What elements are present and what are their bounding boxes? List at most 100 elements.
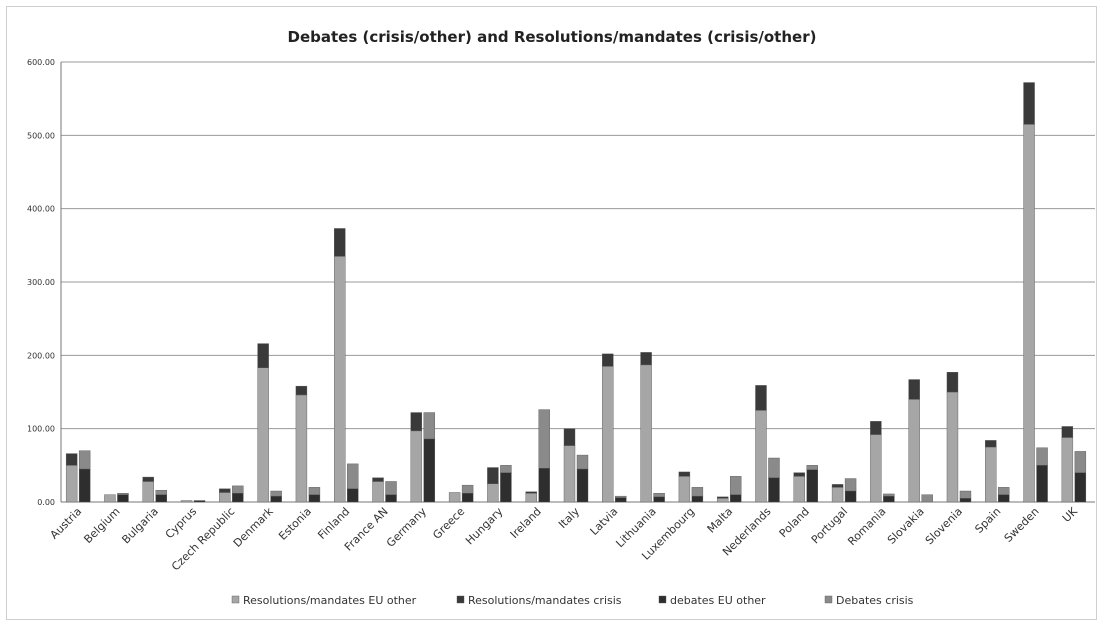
- bar-segment: [232, 485, 244, 494]
- bar-segment: [691, 495, 704, 503]
- bar-segment: [78, 468, 91, 503]
- bar-segment: [372, 481, 384, 503]
- x-tick-label: Greece: [430, 505, 467, 542]
- bar-segment: [334, 228, 346, 257]
- bar-segment: [487, 467, 499, 484]
- bar-segment: [538, 468, 550, 503]
- bar-segment: [831, 484, 844, 488]
- bar-segment: [1023, 124, 1035, 503]
- x-tick-label: Romania: [845, 505, 888, 548]
- bar-segment: [117, 494, 129, 503]
- bar-segment: [155, 490, 167, 495]
- bar-segment: [946, 372, 959, 393]
- bar-segment: [998, 487, 1010, 495]
- x-tick-label: Spain: [972, 505, 1003, 536]
- x-tick-label: Belgium: [81, 505, 122, 546]
- bar-segment: [1074, 472, 1087, 503]
- y-tick-label: 100.00: [27, 425, 55, 434]
- y-tick-label: 0.00: [37, 498, 55, 507]
- y-tick-label: 200.00: [27, 351, 55, 360]
- bar-segment: [385, 494, 397, 503]
- bar-segment: [65, 465, 78, 503]
- bar-segment: [270, 495, 282, 503]
- bar-segment: [385, 481, 397, 495]
- bar-segment: [691, 487, 704, 497]
- bar-segment: [525, 493, 537, 503]
- bar-segment: [640, 364, 652, 503]
- bar-segment: [270, 490, 282, 497]
- bar-segment: [653, 493, 665, 498]
- legend-label: debates EU other: [670, 594, 766, 607]
- chart-frame: Debates (crisis/other) and Resolutions/m…: [6, 6, 1097, 620]
- x-tick-label: Sweden: [1002, 505, 1042, 545]
- bar-segment: [768, 457, 780, 478]
- x-tick-label: Cyprus: [163, 505, 200, 542]
- bar-segment: [883, 493, 895, 497]
- bar-segment: [716, 498, 729, 503]
- bar-segment: [653, 496, 665, 503]
- bar-segment: [678, 471, 691, 477]
- bar-segment: [1074, 451, 1087, 473]
- x-tick-label: Austria: [48, 505, 85, 542]
- bar-segment: [755, 410, 767, 503]
- bar-segment: [985, 446, 997, 503]
- x-tick-label: Hungary: [463, 505, 506, 548]
- bar-segment: [1036, 447, 1048, 466]
- stacked-bar-chart: Debates (crisis/other) and Resolutions/m…: [27, 28, 1095, 607]
- y-tick-label: 300.00: [27, 278, 55, 287]
- bar-segment: [678, 476, 691, 503]
- y-tick-label: 400.00: [27, 205, 55, 214]
- bar-segment: [844, 490, 857, 503]
- bar-segment: [755, 385, 767, 411]
- bar-segment: [308, 487, 321, 495]
- legend: Resolutions/mandates EU other Resolutions…: [231, 594, 914, 607]
- legend-label: Resolutions/mandates crisis: [468, 594, 622, 607]
- x-tick-label: Slovakia: [885, 505, 927, 547]
- bar-segment: [729, 494, 742, 503]
- bar-segment: [461, 484, 474, 494]
- x-tick-label: Latvia: [588, 505, 621, 538]
- y-axis: 0.00 100.00 200.00 300.00 400.00 500.00 600.00: [27, 58, 62, 507]
- bar-segment: [117, 493, 129, 495]
- x-tick-label: Portugal: [809, 505, 850, 546]
- x-tick-label: Poland: [777, 505, 812, 540]
- bar-segment: [461, 493, 474, 503]
- bar-segment: [500, 472, 512, 503]
- bar-segment: [729, 476, 742, 495]
- legend-swatch: [658, 595, 667, 604]
- bar-segment: [1061, 426, 1074, 438]
- bar-segment: [257, 367, 269, 503]
- legend-swatch: [824, 595, 833, 604]
- bar-segment: [180, 500, 193, 503]
- bar-segment: [219, 492, 231, 503]
- bar-segment: [831, 487, 844, 503]
- bar-segment: [946, 391, 959, 503]
- bar-segment: [538, 409, 550, 469]
- bar-segment: [1036, 465, 1048, 503]
- legend-swatch: [456, 595, 465, 604]
- bar-segment: [410, 430, 423, 503]
- y-tick-label: 500.00: [27, 131, 55, 140]
- x-tick-label: Finland: [315, 505, 352, 542]
- bar-segment: [65, 453, 78, 466]
- bar-segment: [615, 495, 627, 498]
- x-tick-label: Denmark: [231, 504, 276, 549]
- bar-segment: [998, 494, 1010, 503]
- bar-segment: [985, 440, 997, 448]
- bar-segment: [423, 438, 436, 503]
- bar-segment: [640, 352, 652, 366]
- bar-segment: [563, 445, 576, 503]
- bar-segment: [1023, 82, 1035, 125]
- bar-segment: [104, 494, 116, 503]
- bar-segment: [347, 463, 359, 490]
- bar-segment: [448, 492, 461, 503]
- bar-segment: [78, 450, 91, 470]
- bar-segment: [793, 476, 805, 503]
- bar-segment: [334, 256, 346, 503]
- bar-segment: [602, 366, 614, 503]
- bar-segment: [602, 353, 614, 367]
- bar-segment: [219, 488, 231, 493]
- bar-segment: [142, 476, 154, 482]
- bar-segment: [908, 399, 920, 503]
